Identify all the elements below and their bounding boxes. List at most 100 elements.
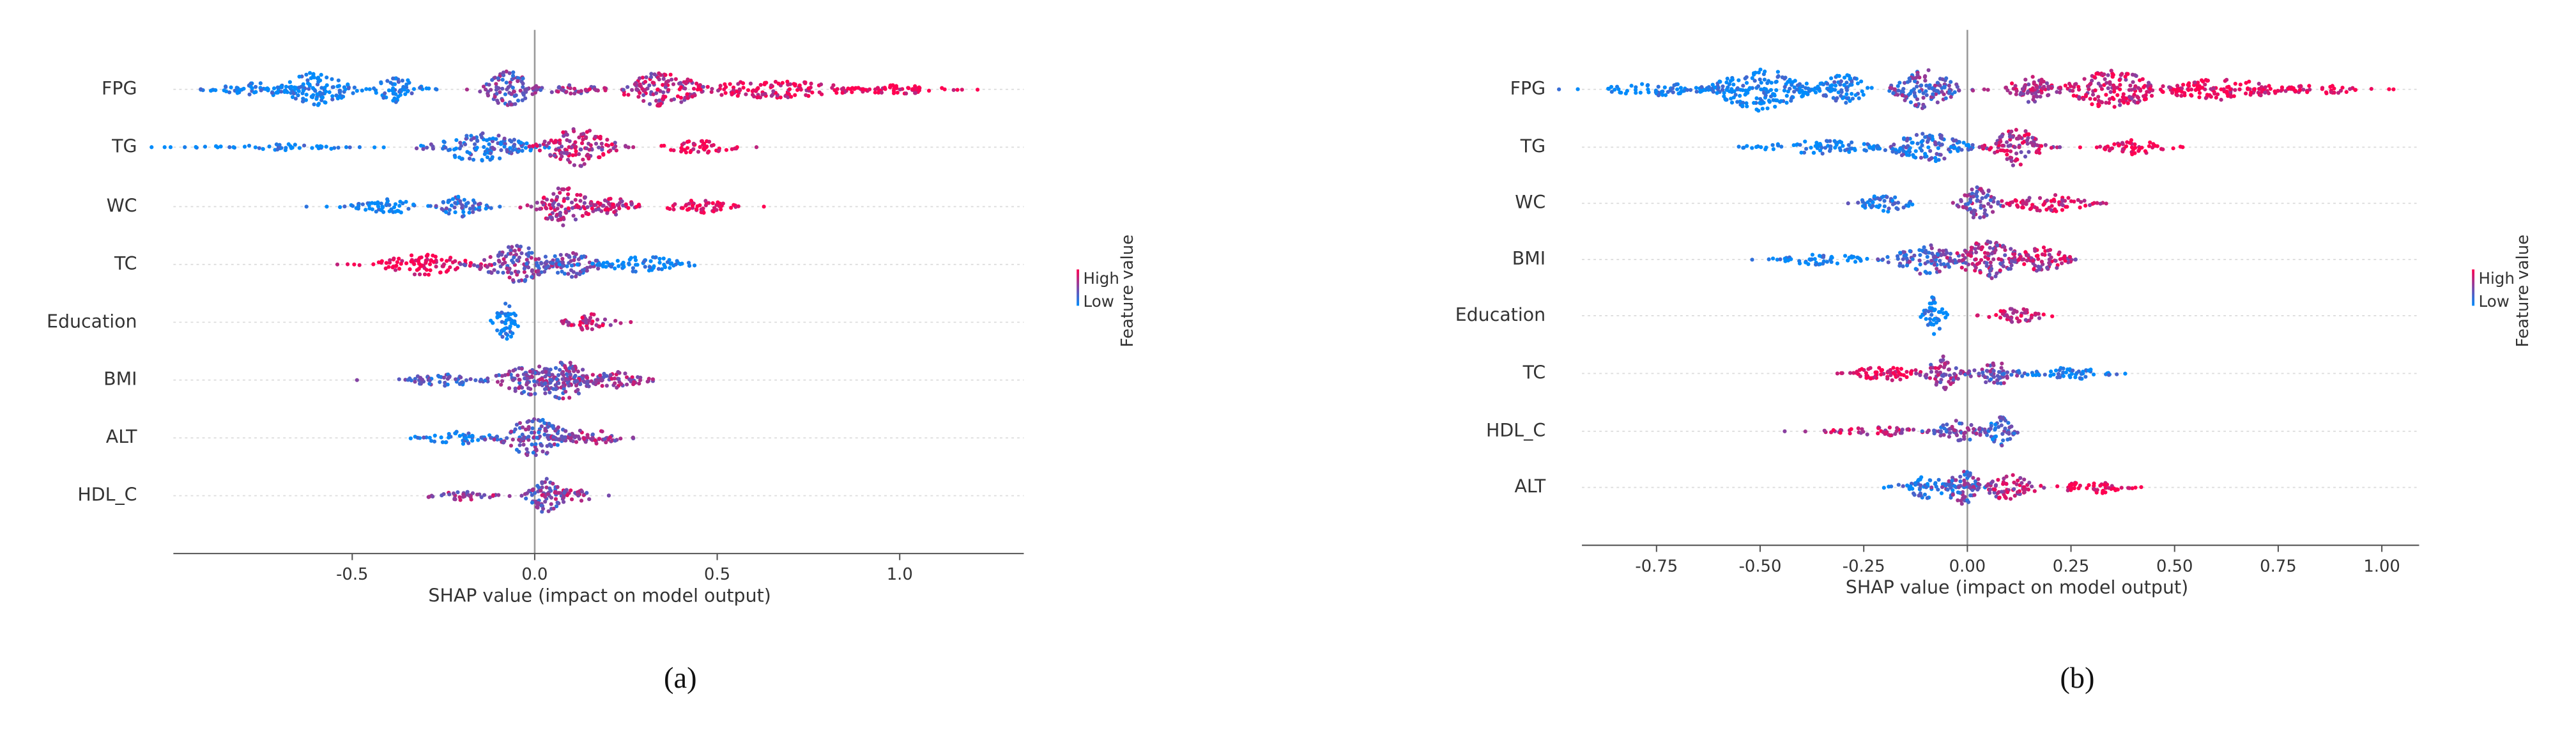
dot — [525, 203, 530, 208]
dot — [1885, 376, 1890, 381]
dot — [499, 148, 503, 153]
dot — [1959, 502, 1964, 506]
dot — [2228, 87, 2232, 91]
dot — [417, 267, 421, 271]
dot — [2000, 431, 2005, 437]
dot — [2012, 145, 2017, 150]
dot — [507, 275, 512, 280]
dot — [2263, 90, 2267, 95]
dot — [1986, 239, 1990, 243]
dot — [2016, 136, 2021, 141]
dot — [2039, 90, 2044, 95]
dot — [530, 426, 535, 431]
dot — [2035, 95, 2039, 99]
dot — [274, 142, 279, 146]
dot — [1896, 483, 1901, 487]
dot — [297, 74, 302, 79]
dot — [2122, 100, 2126, 105]
dot — [514, 252, 519, 257]
dot — [797, 83, 802, 88]
dot — [569, 497, 574, 502]
dot — [1905, 138, 1909, 143]
dot — [2125, 140, 2129, 144]
dot — [1721, 84, 1725, 89]
dot — [2340, 86, 2345, 90]
dot — [806, 86, 811, 91]
dot — [526, 425, 531, 429]
dot — [804, 93, 808, 97]
dot — [1908, 100, 1913, 105]
dot — [2249, 90, 2253, 95]
dot — [489, 270, 494, 275]
dot — [2058, 85, 2062, 90]
dot — [2344, 89, 2349, 95]
dot — [496, 76, 500, 81]
dot — [2320, 86, 2325, 90]
dot — [597, 207, 601, 212]
dot — [542, 196, 546, 200]
dot — [605, 137, 610, 142]
dot — [661, 256, 666, 261]
dot — [775, 93, 779, 98]
dot — [506, 245, 511, 249]
dot — [1928, 305, 1932, 310]
dot — [520, 148, 525, 153]
dot — [2223, 79, 2227, 83]
dot — [1977, 371, 1981, 376]
dot — [636, 203, 641, 207]
dot — [1773, 104, 1777, 109]
dot — [463, 142, 468, 146]
dot — [1790, 82, 1794, 87]
dot — [350, 204, 355, 208]
dot — [2138, 88, 2143, 93]
dot — [736, 204, 740, 208]
dot — [2104, 100, 2108, 105]
dot — [641, 93, 646, 97]
dot — [1989, 146, 1993, 150]
dot — [553, 490, 557, 495]
dot — [1994, 141, 1998, 146]
dot — [1937, 248, 1942, 252]
dot — [2048, 373, 2053, 378]
dot — [1910, 257, 1915, 261]
dot — [555, 485, 560, 490]
dot — [955, 88, 960, 92]
dot — [2008, 137, 2012, 142]
dot — [647, 376, 651, 381]
dot — [521, 389, 526, 394]
dot — [315, 92, 319, 97]
dot — [1629, 84, 1634, 88]
dot — [1972, 212, 1976, 217]
dot — [498, 156, 502, 160]
dot — [2039, 259, 2044, 264]
dot — [555, 194, 560, 199]
dot — [1848, 146, 1853, 151]
dot — [396, 80, 401, 84]
dot — [1789, 98, 1793, 103]
dot — [1999, 366, 2004, 370]
dot — [1724, 98, 1728, 102]
dot — [323, 89, 328, 94]
dot — [771, 89, 776, 93]
dot — [1954, 419, 1958, 423]
dot — [2203, 82, 2207, 87]
dot — [567, 83, 572, 88]
dot — [558, 217, 563, 222]
dot — [553, 366, 558, 370]
dot — [687, 263, 692, 268]
dot — [464, 436, 468, 440]
dot — [535, 435, 539, 440]
dot — [364, 208, 368, 212]
dot — [479, 435, 484, 440]
dot — [542, 139, 547, 144]
dot — [2030, 373, 2035, 378]
dot — [1928, 366, 1933, 370]
dot — [1844, 81, 1849, 85]
dot — [1660, 89, 1665, 94]
dot — [1952, 90, 1957, 95]
dot — [630, 375, 634, 380]
dot — [516, 98, 521, 103]
dot — [2005, 437, 2010, 442]
dot — [671, 207, 676, 212]
